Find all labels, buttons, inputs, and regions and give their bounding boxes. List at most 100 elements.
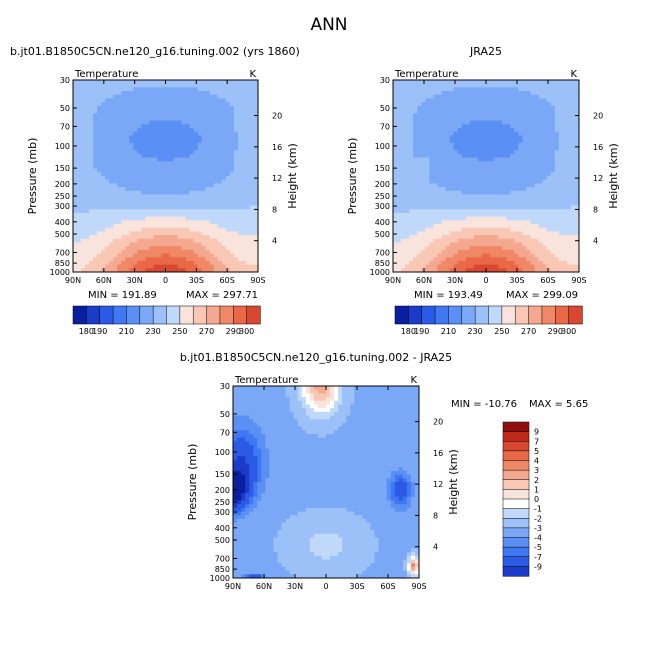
contour-cell bbox=[225, 83, 231, 88]
contour-cell bbox=[574, 201, 579, 207]
contour-cell bbox=[473, 190, 479, 196]
contour-cell bbox=[449, 135, 455, 140]
contour-cell bbox=[141, 176, 146, 181]
contour-cell bbox=[457, 224, 463, 229]
contour-cell bbox=[109, 91, 114, 96]
contour-cell bbox=[397, 135, 402, 140]
contour-cell bbox=[149, 246, 155, 251]
contour-cell bbox=[165, 150, 171, 155]
contour-cell bbox=[85, 183, 90, 188]
contour-cell bbox=[101, 157, 106, 162]
contour-cell bbox=[197, 116, 203, 122]
contour-cell bbox=[181, 94, 187, 100]
contour-cell bbox=[477, 253, 483, 258]
contour-cell bbox=[181, 83, 187, 88]
contour-cell bbox=[225, 102, 231, 107]
contour-cell bbox=[241, 389, 246, 394]
contour-cell bbox=[558, 246, 564, 251]
contour-cell bbox=[225, 264, 231, 269]
contour-cell bbox=[445, 150, 451, 155]
contour-cell bbox=[510, 205, 515, 210]
contour-cell bbox=[181, 161, 187, 166]
contour-cell bbox=[405, 83, 410, 88]
contour-cell bbox=[117, 172, 122, 177]
contour-cell bbox=[518, 253, 523, 258]
contour-cell bbox=[253, 209, 258, 214]
contour-cell bbox=[105, 161, 110, 166]
contour-cell bbox=[157, 253, 163, 258]
contour-cell bbox=[193, 260, 199, 266]
contour-cell bbox=[449, 139, 455, 144]
contour-cell bbox=[233, 172, 239, 177]
contour-cell bbox=[449, 105, 455, 111]
contour-cell bbox=[437, 253, 443, 258]
contour-cell bbox=[157, 164, 163, 170]
contour-cell bbox=[429, 242, 435, 247]
contour-cell bbox=[201, 153, 207, 159]
contour-cell bbox=[457, 150, 463, 155]
contour-cell bbox=[518, 172, 523, 177]
contour-cell bbox=[113, 238, 118, 244]
contour-cell bbox=[177, 87, 183, 92]
contour-cell bbox=[366, 386, 372, 391]
contour-cell bbox=[490, 257, 495, 262]
contour-cell bbox=[125, 253, 130, 258]
contour-cell bbox=[109, 109, 114, 114]
contour-cell bbox=[217, 102, 223, 107]
contour-cell bbox=[401, 164, 406, 170]
contour-cell bbox=[201, 179, 207, 184]
contour-cell bbox=[241, 146, 247, 151]
contour-cell bbox=[401, 224, 406, 229]
contour-cell bbox=[229, 253, 235, 258]
contour-cell bbox=[477, 139, 483, 144]
contour-cell bbox=[538, 212, 544, 218]
contour-cell bbox=[566, 242, 572, 247]
contour-cell bbox=[89, 227, 94, 232]
contour-cell bbox=[538, 157, 544, 162]
contour-cell bbox=[469, 128, 475, 133]
contour-cell bbox=[149, 150, 155, 155]
contour-cell bbox=[538, 246, 544, 251]
contour-cell bbox=[201, 216, 207, 221]
contour-cell bbox=[494, 98, 499, 103]
contour-cell bbox=[461, 264, 467, 269]
contour-cell bbox=[149, 253, 155, 258]
contour-cell bbox=[73, 87, 78, 92]
contour-cell bbox=[97, 187, 102, 192]
contour-cell bbox=[241, 198, 247, 203]
contour-cell bbox=[453, 179, 459, 184]
contour-cell bbox=[566, 246, 572, 251]
contour-cell bbox=[554, 183, 560, 188]
contour-cell bbox=[73, 194, 78, 199]
contour-cell bbox=[473, 227, 479, 232]
contour-cell bbox=[109, 194, 114, 199]
contour-cell bbox=[449, 194, 455, 199]
contour-cell bbox=[498, 157, 503, 162]
contour-cell bbox=[425, 113, 430, 118]
contour-cell bbox=[181, 116, 187, 122]
contour-cell bbox=[542, 83, 548, 88]
contour-cell bbox=[217, 131, 223, 136]
contour-cell bbox=[97, 83, 102, 88]
contour-cell bbox=[465, 187, 471, 192]
contour-cell bbox=[401, 176, 406, 181]
contour-cell bbox=[461, 187, 467, 192]
contour-cell bbox=[113, 260, 118, 266]
contour-cell bbox=[546, 139, 552, 144]
contour-cell bbox=[449, 231, 455, 236]
contour-cell bbox=[550, 212, 556, 218]
contour-cell bbox=[397, 139, 402, 144]
contour-cell bbox=[518, 157, 523, 162]
contour-cell bbox=[149, 194, 155, 199]
contour-cell bbox=[117, 102, 122, 107]
contour-cell bbox=[165, 231, 171, 236]
contour-cell bbox=[89, 164, 94, 170]
contour-cell bbox=[181, 113, 187, 118]
contour-cell bbox=[574, 139, 579, 144]
contour-cell bbox=[393, 187, 398, 192]
contour-cell bbox=[133, 168, 138, 173]
contour-cell bbox=[465, 268, 471, 272]
contour-cell bbox=[125, 164, 130, 170]
contour-cell bbox=[205, 153, 211, 159]
contour-cell bbox=[217, 224, 223, 229]
